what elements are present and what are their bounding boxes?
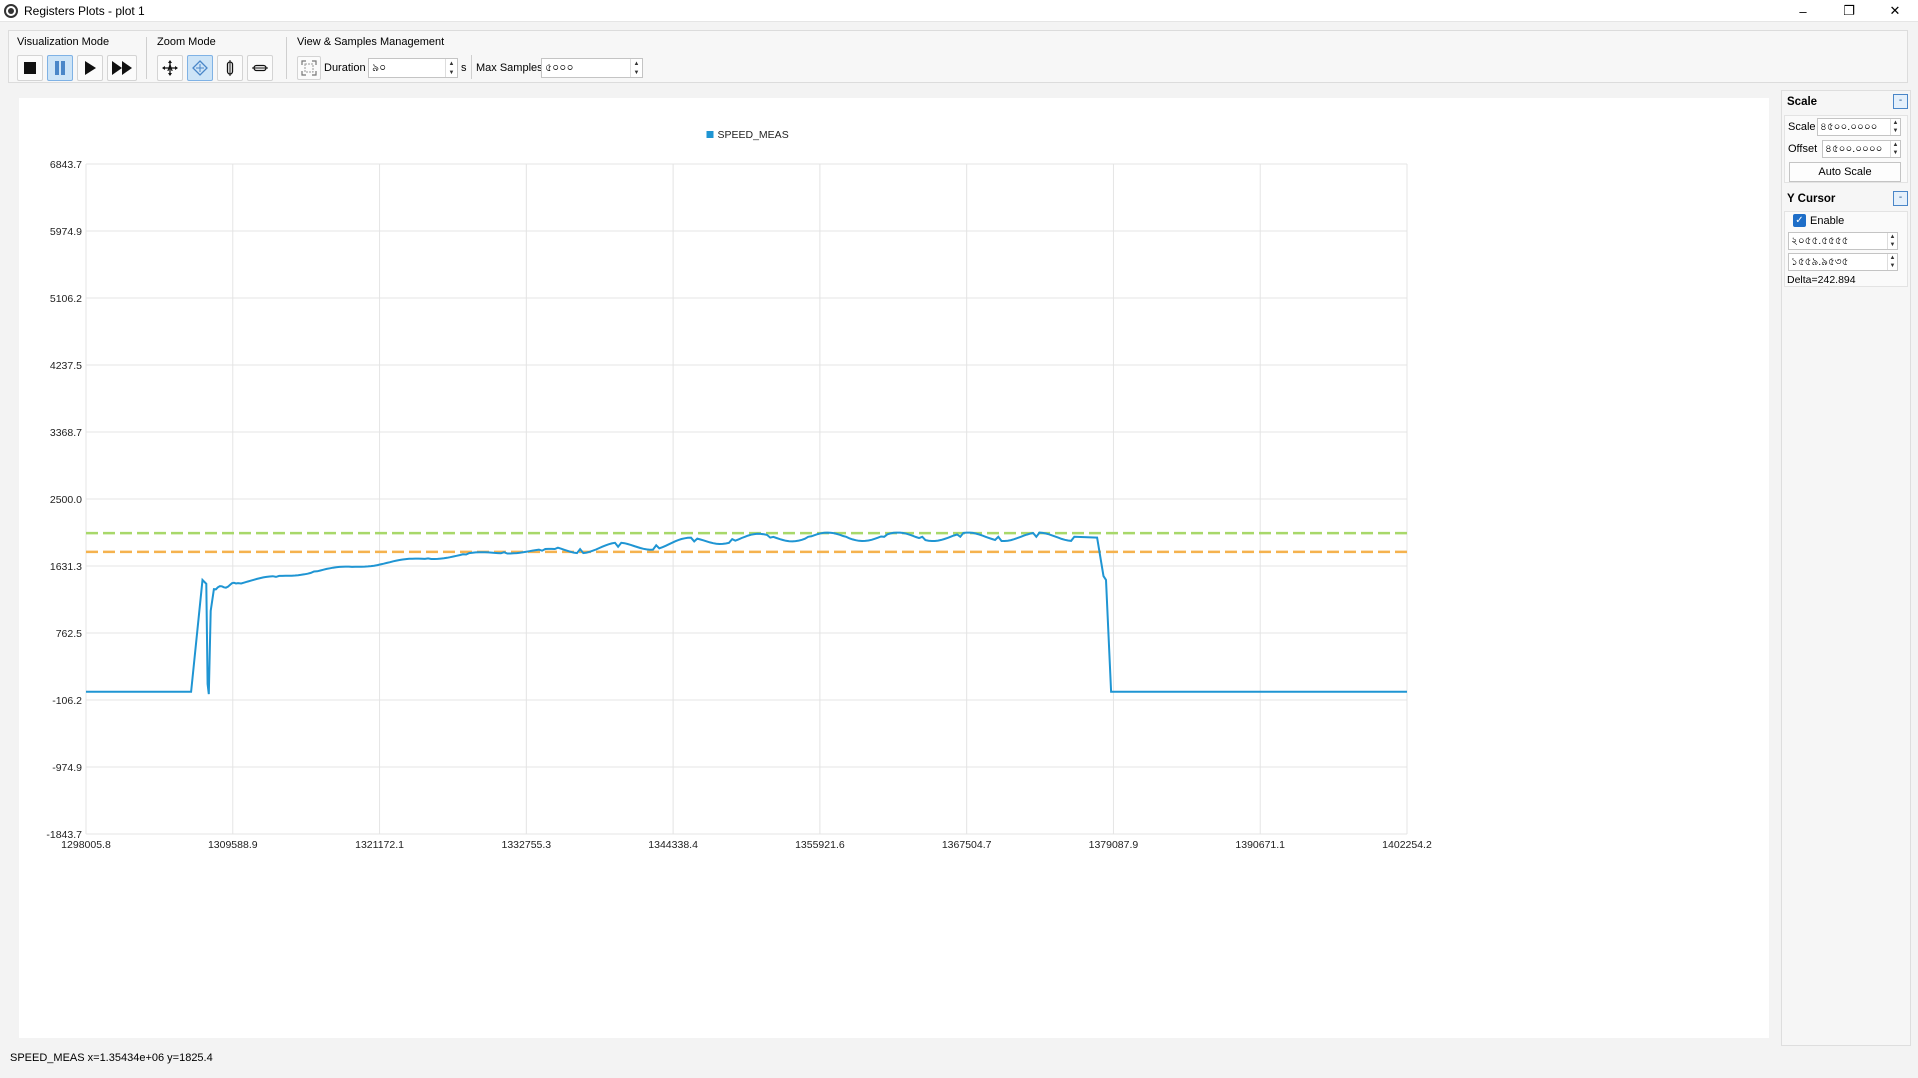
x-tick-label: 1379087.9 <box>1089 839 1139 851</box>
checkmark-icon: ✓ <box>1795 214 1804 226</box>
close-button[interactable]: ✕ <box>1889 3 1901 18</box>
y-tick-label: 1631.3 <box>50 561 82 573</box>
fast-forward-button[interactable] <box>107 55 137 81</box>
y-cursor-panel: ✓ Enable ▲▼ ▲▼ Delta=242.894 <box>1784 211 1908 287</box>
scale-spinbox[interactable]: ▲▼ <box>1817 118 1901 137</box>
enable-checkbox[interactable]: ✓ <box>1793 214 1806 227</box>
zoom-xy-icon <box>192 60 208 76</box>
stop-button[interactable] <box>17 55 43 81</box>
max-samples-label: Max Samples <box>476 62 543 74</box>
play-button[interactable] <box>77 55 103 81</box>
visualization-mode-group: Visualization Mode <box>9 33 147 81</box>
x-tick-label: 1402254.2 <box>1382 839 1432 851</box>
legend-entry: SPEED_MEAS <box>718 129 789 141</box>
title-bar: Registers Plots - plot 1 – ❐ ✕ <box>0 0 1918 22</box>
x-tick-label: 1298005.8 <box>61 839 111 851</box>
max-samples-spinbox[interactable]: ▲▼ <box>541 58 643 78</box>
pause-icon <box>54 61 66 75</box>
offset-spinbox[interactable]: ▲▼ <box>1822 140 1901 159</box>
plot-area[interactable]: 1298005.8 1309588.9 1321172.1 1332755.3 1344… <box>19 98 1769 1038</box>
auto-scale-button[interactable]: Auto Scale <box>1789 162 1901 182</box>
minimize-button[interactable]: – <box>1799 3 1807 19</box>
max-samples-input[interactable] <box>542 59 642 77</box>
scale-spin-arrows[interactable]: ▲ ▼ <box>1890 119 1900 135</box>
y-tick-label: 4237.5 <box>50 360 82 372</box>
speed-meas-series-line <box>86 531 1407 695</box>
stop-icon <box>24 62 36 74</box>
offset-input[interactable] <box>1823 142 1900 159</box>
duration-spinbox[interactable]: ▲▼ <box>368 58 458 78</box>
window-title: Registers Plots - plot 1 <box>24 3 145 18</box>
y-tick-label: 3368.7 <box>50 427 82 439</box>
offset-spin-arrows[interactable]: ▲ ▼ <box>1890 141 1900 157</box>
legend-swatch <box>706 131 714 138</box>
x-tick-label: 1332755.3 <box>502 839 552 851</box>
cursor2-spinbox[interactable]: ▲▼ <box>1788 253 1898 272</box>
x-tick-label: 1390671.1 <box>1235 839 1285 851</box>
x-tick-label: 1355921.6 <box>795 839 845 851</box>
y-cursor-panel-header: Y Cursor - <box>1784 190 1908 208</box>
play-icon <box>84 61 96 75</box>
zoom-auto-icon: A <box>162 60 178 76</box>
visualization-mode-title: Visualization Mode <box>17 36 110 48</box>
zoom-horizontal-button[interactable] <box>247 55 273 81</box>
zoom-xy-button[interactable] <box>187 55 213 81</box>
scale-panel-header: Scale - <box>1784 93 1908 111</box>
x-tick-label: 1367504.7 <box>942 839 992 851</box>
y-tick-label: -106.2 <box>52 695 82 707</box>
svg-text:A: A <box>167 64 173 73</box>
cursor1-input[interactable] <box>1789 234 1897 251</box>
duration-spin-arrows[interactable]: ▲ ▼ <box>445 59 457 77</box>
y-tick-label: 762.5 <box>56 628 82 640</box>
max-samples-spin-arrows[interactable]: ▲ ▼ <box>630 59 642 77</box>
x-tick-label: 1309588.9 <box>208 839 258 851</box>
scale-collapse-button[interactable]: - <box>1893 94 1908 109</box>
zoom-mode-title: Zoom Mode <box>157 36 216 48</box>
y-cursor-panel-title: Y Cursor <box>1787 193 1836 205</box>
enable-label: Enable <box>1810 215 1845 227</box>
status-bar: SPEED_MEAS x=1.35434e+06 y=1825.4 <box>10 1052 213 1064</box>
cursor2-spin-arrows[interactable]: ▲ ▼ <box>1887 254 1897 270</box>
duration-input[interactable] <box>369 59 457 77</box>
scale-panel: Scale ▲▼ Offset ▲▼ Auto Scale <box>1784 115 1908 183</box>
fit-view-button[interactable] <box>297 56 321 80</box>
fast-forward-icon <box>112 61 132 75</box>
duration-unit: s <box>461 62 467 74</box>
cursor1-spin-arrows[interactable]: ▲ ▼ <box>1887 233 1897 249</box>
side-panel: Scale - Scale ▲▼ Offset ▲▼ Auto Scale Y … <box>1781 90 1911 1046</box>
y-tick-label: -1843.7 <box>46 829 82 841</box>
y-tick-label: 5974.9 <box>50 226 82 238</box>
y-cursor-collapse-button[interactable]: - <box>1893 191 1908 206</box>
y-tick-label: 6843.7 <box>50 159 82 171</box>
y-tick-label: 2500.0 <box>50 494 82 506</box>
y-tick-label: -974.9 <box>52 762 82 774</box>
zoom-auto-button[interactable]: A <box>157 55 183 81</box>
toolbar: Visualization Mode Zoom Mode A <box>8 30 1908 83</box>
x-tick-label: 1321172.1 <box>355 839 404 851</box>
y-tick-label: 5106.2 <box>50 293 82 305</box>
offset-label: Offset <box>1788 143 1818 155</box>
duration-label: Duration <box>324 62 366 74</box>
zoom-mode-group: Zoom Mode A <box>149 33 289 81</box>
view-samples-title: View & Samples Management <box>297 36 445 48</box>
x-tick-label: 1344338.4 <box>648 839 698 851</box>
zoom-horizontal-icon <box>252 64 268 72</box>
cursor1-spinbox[interactable]: ▲▼ <box>1788 232 1898 251</box>
window-controls: – ❐ ✕ <box>1780 0 1918 22</box>
cursor-delta-text: Delta=242.894 <box>1787 274 1856 286</box>
view-samples-group: View & Samples Management Duration ▲▼ s … <box>293 33 673 81</box>
fit-view-icon <box>301 60 317 76</box>
pause-button[interactable] <box>47 55 73 81</box>
app-logo-icon <box>4 3 18 18</box>
line-chart[interactable]: 1298005.8 1309588.9 1321172.1 1332755.3 1344… <box>19 98 1769 1038</box>
scale-input[interactable] <box>1818 120 1900 137</box>
zoom-vertical-icon <box>226 60 234 76</box>
zoom-vertical-button[interactable] <box>217 55 243 81</box>
restore-button[interactable]: ❐ <box>1843 3 1855 18</box>
scale-panel-title: Scale <box>1787 96 1818 108</box>
scale-label: Scale <box>1788 121 1816 133</box>
cursor2-input[interactable] <box>1789 255 1897 272</box>
